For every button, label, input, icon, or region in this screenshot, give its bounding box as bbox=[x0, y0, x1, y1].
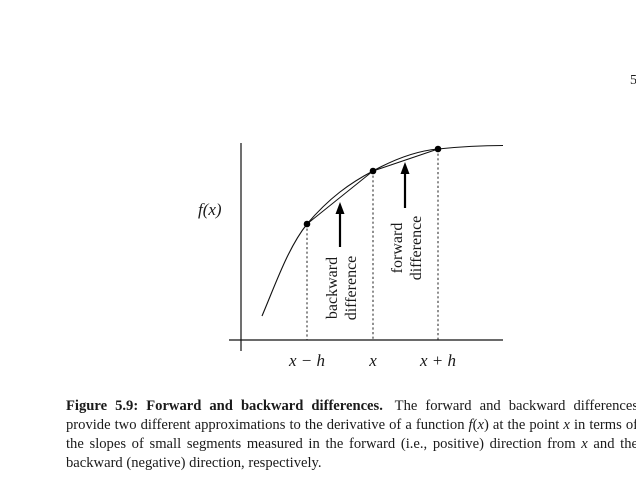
forward-difference-label: forward difference bbox=[389, 216, 425, 281]
figure-caption: Figure 5.9: Forward and backward differe… bbox=[66, 397, 636, 473]
forward-arrow-head bbox=[400, 162, 410, 174]
forward-label-line2: difference bbox=[408, 216, 425, 281]
point-x-minus-h bbox=[303, 220, 311, 228]
caption-text-2: at the point bbox=[488, 417, 564, 433]
caption-var-1: x bbox=[477, 417, 484, 433]
derivative-differences-diagram: f(x) x − h x x + h backward difference f… bbox=[198, 143, 504, 370]
tick-label-x: x bbox=[368, 351, 377, 370]
caption-var-3: x bbox=[581, 436, 588, 452]
point-x-plus-h bbox=[434, 145, 442, 153]
point-x bbox=[369, 167, 377, 175]
backward-difference-label: backward difference bbox=[324, 256, 360, 321]
backward-secant bbox=[306, 170, 374, 225]
caption-text-4: and the backward (negative) direction, r… bbox=[66, 436, 636, 471]
y-axis-label: f(x) bbox=[198, 200, 222, 219]
function-curve bbox=[261, 144, 504, 317]
caption-text-1: The forward and backward differences pro… bbox=[66, 398, 636, 433]
tick-label-x-minus-h: x − h bbox=[288, 351, 325, 370]
backward-label-line2: difference bbox=[343, 256, 360, 321]
caption-title: Figure 5.9: Forward and backward differe… bbox=[66, 398, 383, 414]
caption-paren-close: ) bbox=[483, 417, 489, 433]
caption-text-3: in terms of the slopes of small segments… bbox=[66, 417, 636, 452]
page-number: 5 bbox=[630, 73, 636, 88]
tick-label-x-plus-h: x + h bbox=[419, 351, 456, 370]
forward-secant bbox=[372, 148, 439, 172]
backward-arrow-head bbox=[335, 202, 345, 214]
backward-label-line1: backward bbox=[324, 257, 341, 319]
caption-var-2: x bbox=[563, 417, 570, 433]
forward-label-line1: forward bbox=[389, 223, 406, 274]
caption-paren-open: ( bbox=[472, 417, 478, 433]
caption-func: f bbox=[468, 417, 473, 433]
